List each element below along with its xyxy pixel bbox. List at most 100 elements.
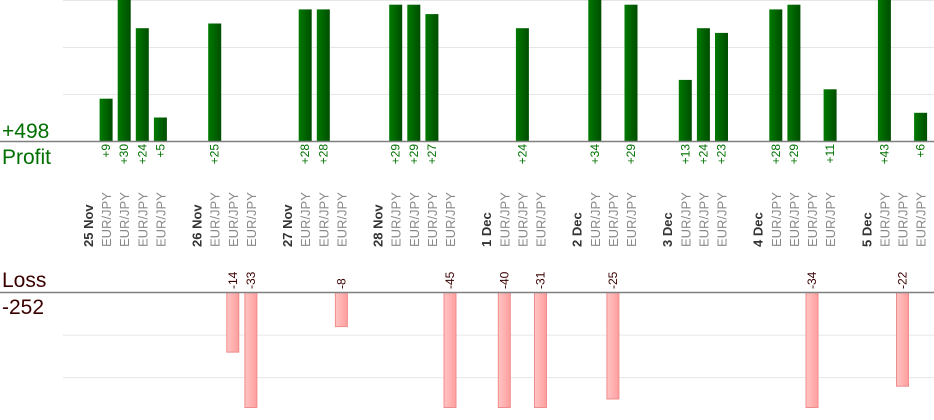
profit-bar <box>715 32 728 141</box>
pair-label: EUR/JPY <box>443 192 458 247</box>
profit-value-label: +28 <box>298 144 312 165</box>
profit-value-label: +9 <box>99 144 113 158</box>
profit-value-label: +6 <box>914 144 928 158</box>
profit-value-label: +29 <box>389 144 403 165</box>
profit-value-label: +11 <box>823 144 837 164</box>
profit-value-label: +24 <box>515 144 529 165</box>
loss-bar <box>896 292 909 387</box>
profit-label: Profit <box>2 146 51 169</box>
profit-bar <box>208 23 222 141</box>
profit-value-label: +27 <box>425 144 439 165</box>
pair-label: EUR/JPY <box>588 192 603 247</box>
loss-bar <box>443 292 457 408</box>
loss-value-label: -31 <box>534 271 548 289</box>
pair-label: EUR/JPY <box>244 192 259 247</box>
profit-bar <box>515 28 529 142</box>
loss-value-label: -22 <box>896 271 910 289</box>
profit-bar <box>99 98 113 141</box>
date-label: 5 Dec <box>859 212 874 247</box>
pair-label: EUR/JPY <box>425 192 440 247</box>
loss-value-label: -8 <box>334 278 348 289</box>
pair-label: EUR/JPY <box>153 192 168 247</box>
date-label: 1 Dec <box>479 212 494 247</box>
date-label: 26 Nov <box>190 204 205 247</box>
profit-value-label: +28 <box>769 144 783 165</box>
loss-value-label: -45 <box>443 271 457 289</box>
date-label: 28 Nov <box>371 204 386 247</box>
date-label: 3 Dec <box>660 212 675 247</box>
profit-bar <box>678 79 692 141</box>
loss-bar <box>534 292 547 408</box>
pair-label: EUR/JPY <box>407 192 422 247</box>
profit-value-label: +28 <box>316 144 330 165</box>
bars <box>99 0 928 408</box>
pair-label: EUR/JPY <box>624 192 639 247</box>
loss-bar <box>606 292 620 400</box>
pair-label: EUR/JPY <box>823 192 838 247</box>
loss-bar <box>334 292 348 328</box>
profit-bar <box>117 0 131 141</box>
pair-label: EUR/JPY <box>99 192 114 247</box>
pair-label: EUR/JPY <box>769 192 784 247</box>
loss-value-label: -40 <box>497 271 511 289</box>
date-label: 27 Nov <box>280 204 295 247</box>
pair-label: EUR/JPY <box>715 192 730 247</box>
profit-bar <box>696 28 710 142</box>
profit-bar <box>914 112 928 141</box>
profit-value-label: +5 <box>153 144 167 158</box>
date-label: 2 Dec <box>570 212 585 247</box>
profit-bar <box>588 0 602 141</box>
profit-total: +498 <box>2 120 49 143</box>
date-label: 4 Dec <box>751 212 766 247</box>
profit-bar <box>425 14 439 142</box>
pair-label: EUR/JPY <box>298 192 313 247</box>
profit-bar <box>389 4 403 142</box>
profit-bar <box>298 9 312 142</box>
pair-label: EUR/JPY <box>678 192 693 247</box>
loss-bar <box>497 292 511 408</box>
profit-bar <box>624 4 638 142</box>
profit-value-label: +43 <box>877 144 891 165</box>
loss-bar <box>805 292 819 408</box>
pair-label: EUR/JPY <box>896 192 911 247</box>
profit-value-label: +25 <box>208 144 222 165</box>
profit-value-label: +24 <box>696 144 710 165</box>
loss-value-label: -14 <box>226 271 240 289</box>
pair-label: EUR/JPY <box>226 192 241 247</box>
pair-label: EUR/JPY <box>914 192 929 247</box>
pair-label: EUR/JPY <box>805 192 820 247</box>
profit-value-label: +34 <box>588 144 602 165</box>
pair-label: EUR/JPY <box>606 192 621 247</box>
pair-label: EUR/JPY <box>787 192 802 247</box>
profit-bar <box>407 4 421 142</box>
loss-value-label: -34 <box>805 271 819 289</box>
pair-label: EUR/JPY <box>316 192 331 247</box>
profit-bar <box>769 9 783 142</box>
pair-label: EUR/JPY <box>696 192 711 247</box>
profit-value-label: +30 <box>117 144 131 165</box>
pair-label: EUR/JPY <box>208 192 223 247</box>
profit-value-label: +29 <box>787 144 801 165</box>
profit-bar <box>153 117 167 141</box>
loss-total: -252 <box>2 296 44 319</box>
pair-label: EUR/JPY <box>534 192 549 247</box>
labels: 25 Nov EUR/JPY+9EUR/JPY+30EUR/JPY+24EUR/J… <box>81 144 929 289</box>
loss-value-label: -33 <box>244 271 258 289</box>
loss-value-label: -25 <box>606 271 620 289</box>
pair-label: EUR/JPY <box>515 192 530 247</box>
profit-value-label: +23 <box>715 144 729 165</box>
profit-value-label: +13 <box>678 144 692 165</box>
profit-value-label: +29 <box>624 144 638 165</box>
pair-label: EUR/JPY <box>334 192 349 247</box>
loss-bar <box>226 292 240 353</box>
pair-label: EUR/JPY <box>497 192 512 247</box>
profit-bar <box>823 89 837 141</box>
loss-bar <box>244 292 258 408</box>
pair-label: EUR/JPY <box>117 192 132 247</box>
pair-label: EUR/JPY <box>389 192 404 247</box>
profit-bar <box>877 0 891 141</box>
pair-label: EUR/JPY <box>135 192 150 247</box>
loss-label: Loss <box>2 269 46 292</box>
date-label: 25 Nov <box>81 204 96 247</box>
